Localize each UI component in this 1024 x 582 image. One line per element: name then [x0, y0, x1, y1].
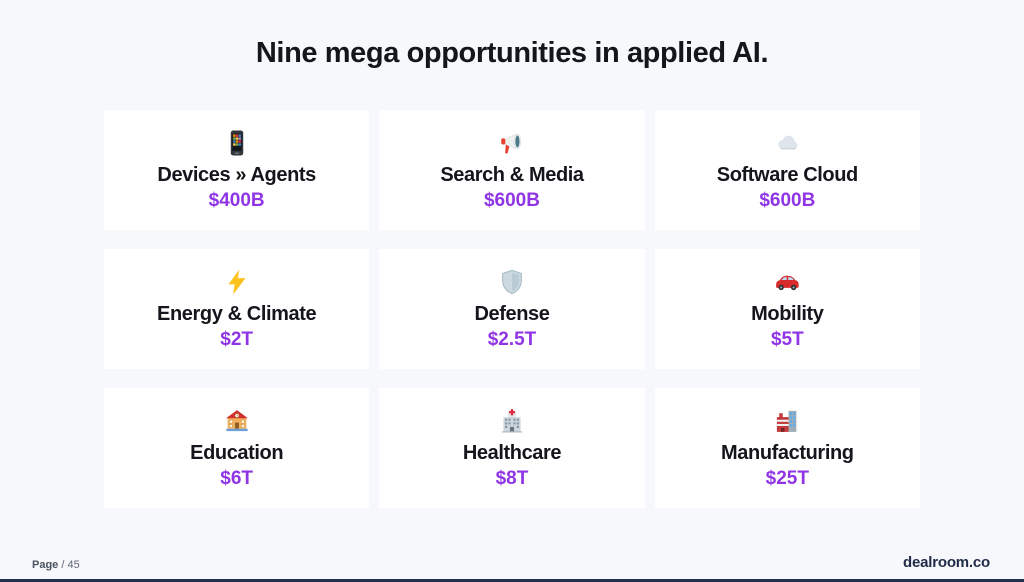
lightning-icon — [223, 267, 251, 297]
card-label: Manufacturing — [721, 441, 854, 464]
shield-icon — [498, 267, 526, 297]
card-devices-agents: Devices » Agents $400B — [104, 110, 370, 230]
card-value: $600B — [483, 189, 540, 211]
hospital-icon — [498, 406, 526, 436]
card-label: Education — [190, 441, 284, 464]
card-value: $25T — [765, 467, 809, 489]
card-label: Software Cloud — [716, 163, 858, 186]
card-healthcare: Healthcare $8T — [379, 388, 645, 508]
card-defense: Defense $2.5T — [379, 249, 645, 369]
school-icon — [223, 406, 251, 436]
brand-logo: dealroom.co — [903, 554, 990, 571]
page-indicator: Page / 45 — [32, 559, 80, 571]
page-label: Page — [32, 559, 59, 571]
card-energy-climate: Energy & Climate $2T — [104, 249, 370, 369]
card-label: Energy & Climate — [157, 302, 317, 325]
cloud-icon — [773, 128, 801, 158]
card-label: Devices » Agents — [157, 163, 316, 186]
opportunities-grid: Devices » Agents $400B Search & Media $6… — [104, 110, 920, 508]
card-label: Search & Media — [440, 163, 584, 186]
card-value: $2.5T — [487, 328, 537, 350]
card-value: $6T — [220, 467, 254, 489]
card-software-cloud: Software Cloud $600B — [654, 110, 920, 230]
card-mobility: Mobility $5T — [654, 249, 920, 369]
card-value: $2T — [220, 328, 254, 350]
card-label: Healthcare — [462, 441, 562, 464]
card-value: $600B — [759, 189, 816, 211]
footer: Page / 45 dealroom.co — [32, 554, 990, 571]
card-manufacturing: Manufacturing $25T — [654, 388, 920, 508]
card-search-media: Search & Media $600B — [379, 110, 645, 230]
megaphone-icon — [498, 128, 526, 158]
card-value: $5T — [770, 328, 804, 350]
card-value: $400B — [208, 189, 265, 211]
card-education: Education $6T — [104, 388, 370, 508]
card-label: Mobility — [751, 302, 824, 325]
factory-icon — [773, 406, 801, 436]
bottom-accent-bar — [0, 579, 1024, 582]
card-label: Defense — [474, 302, 550, 325]
page-number: / 45 — [61, 559, 80, 571]
slide-title: Nine mega opportunities in applied AI. — [255, 37, 769, 69]
card-value: $8T — [495, 467, 529, 489]
car-icon — [773, 267, 801, 297]
smartphone-icon — [223, 128, 251, 158]
